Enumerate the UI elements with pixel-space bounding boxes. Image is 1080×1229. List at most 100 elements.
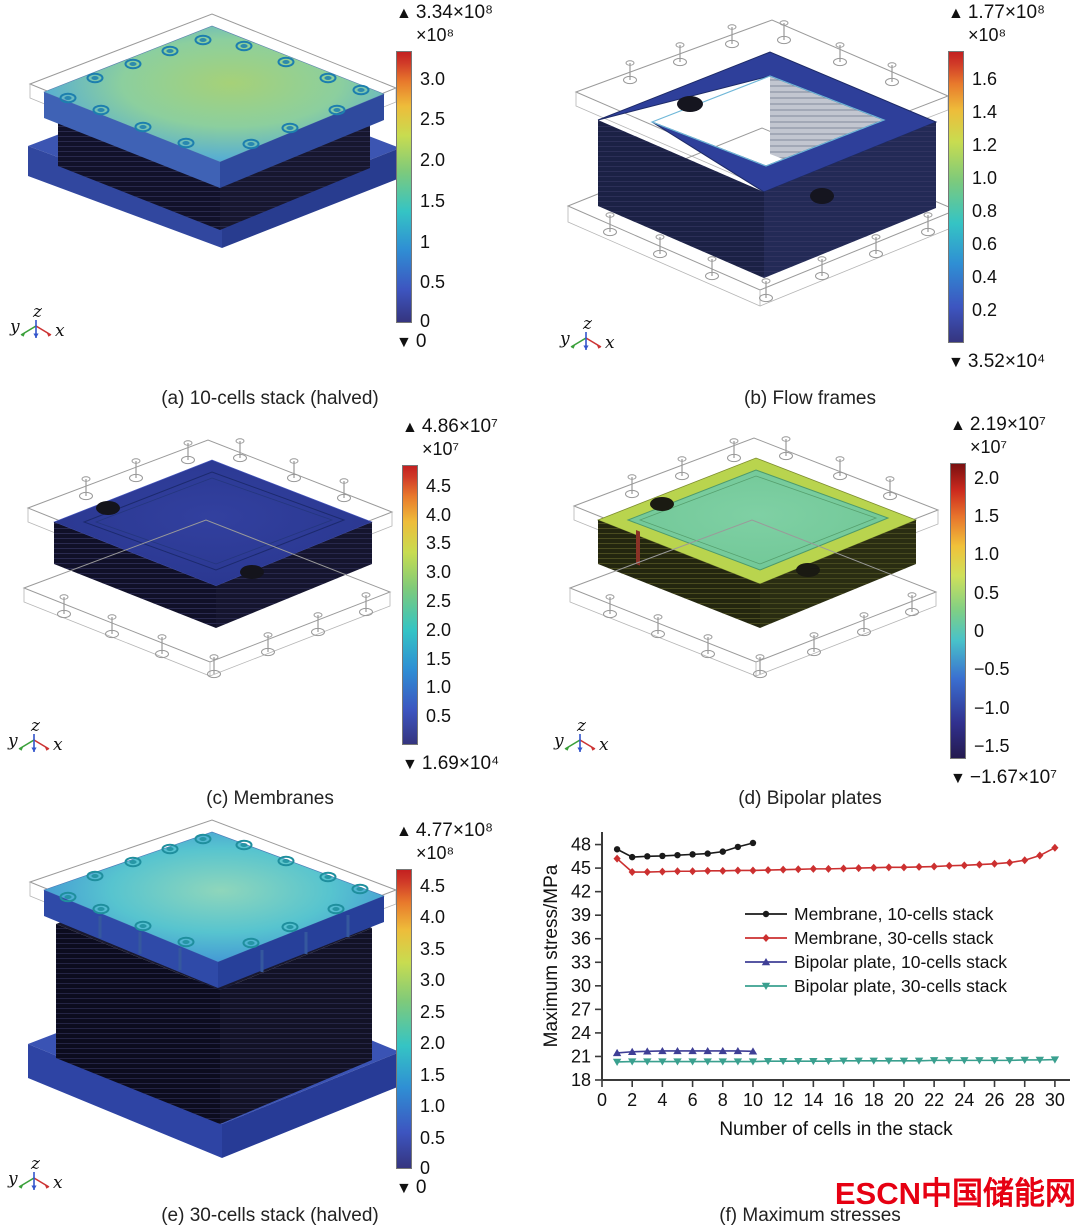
svg-text:Bipolar plate, 10-cells stack: Bipolar plate, 10-cells stack	[794, 952, 1007, 972]
colorbar-min-label: ▼ 1.69×10⁴	[402, 753, 500, 774]
colorbar-gradient	[950, 463, 966, 759]
colorbar-tick-label: 3.5	[420, 938, 446, 959]
colorbar-c: ▲ 4.86×10⁷ ×10⁷ 4.5 4.0 3.5 3.0 2.5 2.0 1.5 1.0 0…	[402, 416, 532, 775]
escn-watermark-logo: ESCN中国储能网	[834, 1176, 1076, 1211]
svg-text:Number of cells in the stack: Number of cells in the stack	[719, 1119, 953, 1140]
triad-x-label: x	[599, 735, 609, 755]
colorbar-tick-label: 3.0	[426, 562, 452, 583]
colorbar-unit: ×10⁸	[416, 25, 455, 45]
colorbar-tick-label: 1.5	[420, 1064, 446, 1085]
caption-a: (a) 10-cells stack (halved)	[161, 388, 379, 409]
caption-c: (c) Membranes	[206, 788, 334, 809]
colorbar-unit: ×10⁷	[970, 437, 1008, 457]
colorbar-tick-label: 1.6	[972, 69, 998, 90]
colorbar-e: ▲ 4.77×10⁸ ×10⁸ 4.5 4.0 3.5 3.0 2.5 2.0 1.5 1.0 0…	[396, 820, 526, 1199]
colorbar-ticks: 4.5 4.0 3.5 3.0 2.5 2.0 1.5 1.0 0.5 0	[412, 869, 472, 1177]
svg-text:2: 2	[627, 1090, 637, 1110]
colorbar-max-label: ▲ 4.77×10⁸	[396, 820, 494, 841]
colorbar-tick-label: −1.0	[974, 697, 1010, 718]
colorbar-min-label: ▼ 3.52×10⁴	[948, 351, 1046, 372]
min-arrow-icon: ▼	[396, 1180, 412, 1197]
colorbar-tick-label: 1.0	[974, 544, 1000, 565]
panel-d-bipolar-plates: y z x ▲ 2.19×10⁷ ×10⁷ 2.0 1.5 1.0 0.5 0 −0.5 −1…	[540, 412, 1080, 812]
min-arrow-icon: ▼	[948, 354, 964, 371]
colorbar-tick-label: 1.0	[420, 1096, 446, 1117]
colorbar-tick-label: 0.4	[972, 267, 998, 288]
colorbar-tick-label: 0	[420, 311, 431, 332]
svg-text:24: 24	[571, 1023, 591, 1043]
triad-y-label: y	[553, 731, 564, 751]
colorbar-tick-label: 3.0	[420, 68, 446, 89]
colorbar-max-label: ▲ 3.34×10⁸	[396, 2, 494, 23]
caption-e: (e) 30-cells stack (halved)	[161, 1205, 379, 1226]
svg-text:Bipolar plate, 30-cells stack: Bipolar plate, 30-cells stack	[794, 976, 1007, 996]
colorbar-tick-label: 2.0	[420, 150, 446, 171]
colorbar-a: ▲ 3.34×10⁸ ×10⁸ 3.0 2.5 2.0 1.5 1 0.5 0 ▼ 0	[396, 2, 526, 353]
colorbar-unit: ×10⁸	[968, 25, 1007, 45]
panel-c-membranes: y z x ▲ 4.86×10⁷ ×10⁷ 4.5 4.0 3.5 3.0 2.5 2.0 1…	[0, 412, 540, 812]
colorbar-tick-label: 0	[420, 1157, 431, 1178]
colorbar-unit: ×10⁷	[422, 439, 460, 459]
colorbar-b: ▲ 1.77×10⁸ ×10⁸ 1.6 1.4 1.2 1.0 0.8 0.6 0.4 0.2 …	[948, 2, 1078, 373]
colorbar-tick-label: 3.5	[426, 533, 452, 554]
min-arrow-icon: ▼	[402, 756, 418, 773]
colorbar-gradient	[402, 465, 418, 745]
caption-f: (f) Maximum stresses	[719, 1205, 901, 1226]
svg-text:30: 30	[1045, 1090, 1065, 1110]
svg-text:39: 39	[571, 905, 591, 925]
colorbar-ticks: 1.6 1.4 1.2 1.0 0.8 0.6 0.4 0.2	[964, 51, 1024, 343]
colorbar-gradient	[396, 869, 412, 1169]
colorbar-min-label: ▼ 0	[396, 1177, 427, 1198]
svg-text:30: 30	[571, 976, 591, 996]
svg-text:33: 33	[571, 952, 591, 972]
colorbar-tick-label: 0.2	[972, 300, 998, 321]
colorbar-tick-label: 2.5	[426, 590, 452, 611]
colorbar-gradient	[396, 51, 412, 323]
min-arrow-icon: ▼	[396, 334, 412, 351]
svg-text:14: 14	[803, 1090, 823, 1110]
colorbar-tick-label: 2.5	[420, 1001, 446, 1022]
svg-text:Membrane, 10-cells stack: Membrane, 10-cells stack	[794, 904, 994, 924]
triad-x-label: x	[53, 735, 63, 755]
colorbar-tick-label: 2.0	[974, 467, 1000, 488]
svg-text:16: 16	[834, 1090, 854, 1110]
colorbar-tick-label: 4.0	[420, 907, 446, 928]
colorbar-tick-label: 4.5	[420, 875, 446, 896]
stack-3d-view-a: y z x	[9, 13, 400, 341]
svg-text:10: 10	[743, 1090, 763, 1110]
triad-x-label: x	[605, 333, 615, 353]
colorbar-tick-label: 1.2	[972, 135, 998, 156]
colorbar-tick-label: 1.0	[426, 677, 452, 698]
colorbar-ticks: 3.0 2.5 2.0 1.5 1 0.5 0	[412, 51, 472, 331]
colorbar-tick-label: 1.5	[420, 190, 446, 211]
triad-z-label: z	[30, 1154, 41, 1174]
max-arrow-icon: ▲	[948, 5, 964, 22]
triad-y-label: y	[7, 1169, 18, 1189]
colorbar-gradient	[948, 51, 964, 343]
panel-e-30-cells-stack: y z x ▲ 4.77×10⁸ ×10⁸ 4.5 4.0 3.5 3.0 2.5 2.0 1…	[0, 812, 540, 1229]
svg-text:28: 28	[1015, 1090, 1035, 1110]
colorbar-tick-label: 0.8	[972, 201, 998, 222]
triad-y-label: y	[7, 731, 18, 751]
triad-z-label: z	[30, 716, 41, 736]
max-arrow-icon: ▲	[402, 419, 418, 436]
svg-text:27: 27	[571, 999, 591, 1019]
min-arrow-icon: ▼	[950, 770, 966, 787]
colorbar-tick-label: 0.5	[974, 582, 1000, 603]
svg-text:Membrane, 30-cells stack: Membrane, 30-cells stack	[794, 928, 994, 948]
panel-a-10-cells-stack: y z x ▲ 3.34×10⁸ ×10⁸ 3.0 2.5 2.0 1.5 1 0.5 0 ▼…	[0, 0, 540, 412]
colorbar-tick-label: 0.5	[420, 1127, 446, 1148]
triad-z-label: z	[582, 314, 593, 334]
max-arrow-icon: ▲	[396, 823, 412, 840]
svg-text:4: 4	[657, 1090, 667, 1110]
svg-text:26: 26	[985, 1090, 1005, 1110]
triad-x-label: x	[55, 321, 65, 341]
colorbar-tick-label: 3.0	[420, 970, 446, 991]
max-arrow-icon: ▲	[396, 5, 412, 22]
colorbar-max-label: ▲ 4.86×10⁷	[402, 416, 498, 437]
colorbar-tick-label: 0.6	[972, 234, 998, 255]
colorbar-d: ▲ 2.19×10⁷ ×10⁷ 2.0 1.5 1.0 0.5 0 −0.5 −1.0 −1.5…	[950, 414, 1080, 789]
svg-text:18: 18	[864, 1090, 884, 1110]
flow-frames-3d-view: y z x	[559, 19, 958, 353]
colorbar-tick-label: 1.0	[972, 168, 998, 189]
